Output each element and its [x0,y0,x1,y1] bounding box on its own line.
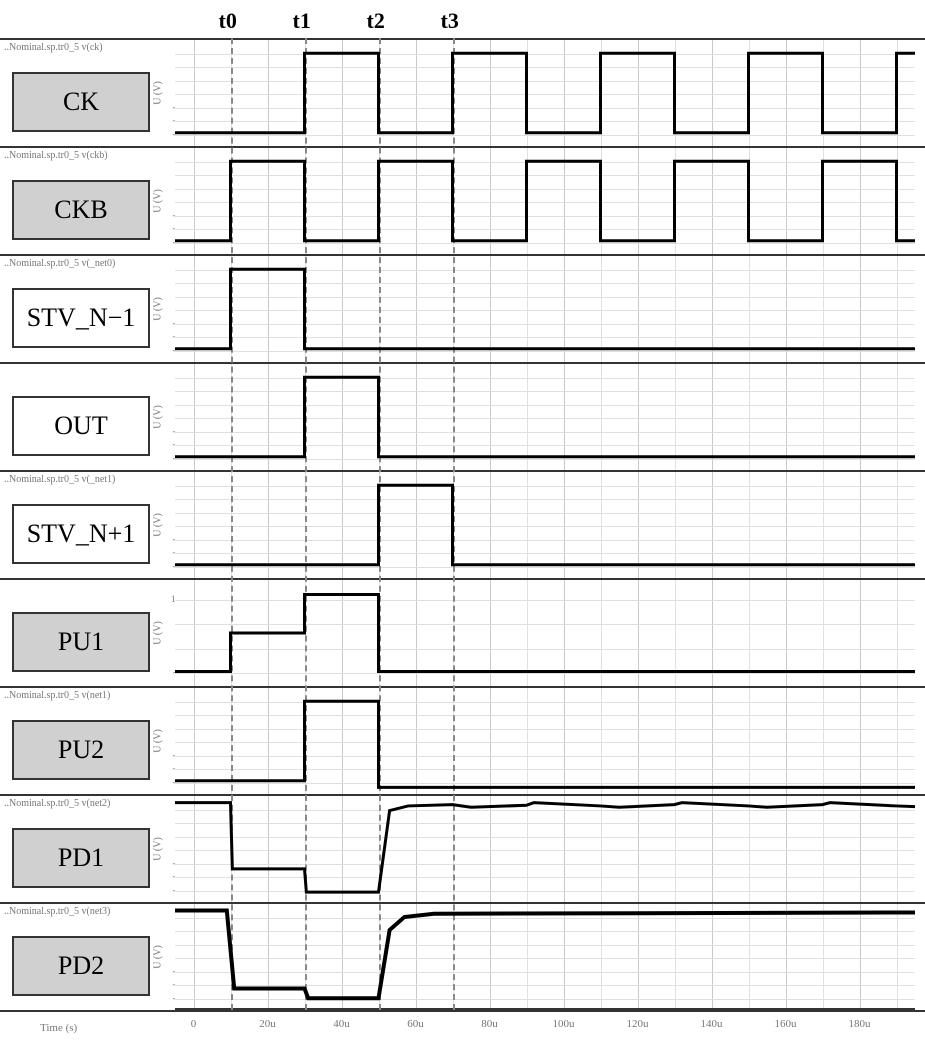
plot-area-pd1 [175,796,915,902]
signal-label-stv_nm1: STV_N−1 [12,288,150,348]
signal-label-pd1: PD1 [12,828,150,888]
panel-ckb: ..Nominal.sp.tr0_5 v(ckb)CKBU (V)-6-4-20… [0,146,925,254]
panel-pu1: PU1U (V)-50510 [0,578,925,686]
signal-label-pu2: PU2 [12,720,150,780]
waveform-pu1 [175,580,915,686]
x-axis-area: Time (s) 0 20u 40u 60u 80u 100u 120u 140u 160u 180… [0,1010,925,1046]
time-markers: t0 t1 t2 t3 [175,0,915,38]
waveform-ck [175,40,915,146]
waveform-pd2 [175,904,915,1008]
x-axis-label: Time (s) [40,1022,77,1034]
waveform-out [175,364,915,470]
signal-label-stv_np1: STV_N+1 [12,504,150,564]
panel-header-pu2: ..Nominal.sp.tr0_5 v(net1) [4,690,110,701]
x-tick: 100u [544,1018,584,1030]
panel-out: OUTU (V)-6-4-20246 [0,362,925,470]
x-tick: 160u [766,1018,806,1030]
panel-header-stv_nm1: ..Nominal.sp.tr0_5 v(_net0) [4,258,115,269]
panel-ck: ..Nominal.sp.tr0_5 v(ck)CKU (V)-6-4-2024… [0,38,925,146]
waveform-pd1 [175,796,915,902]
x-tick: 140u [692,1018,732,1030]
waveform-stv_np1 [175,472,915,578]
plot-area-out [175,364,915,470]
waveform-pu2 [175,688,915,794]
plot-area-pu1 [175,580,915,686]
signal-label-ck: CK [12,72,150,132]
panels-container: ..Nominal.sp.tr0_5 v(ck)CKU (V)-6-4-2024… [0,38,925,1010]
x-tick: 80u [470,1018,510,1030]
x-tick: 180u [840,1018,880,1030]
plot-area-pu2 [175,688,915,794]
signal-label-pd2: PD2 [12,936,150,996]
x-tick: 20u [248,1018,288,1030]
signal-label-out: OUT [12,396,150,456]
panel-stv_np1: ..Nominal.sp.tr0_5 v(_net1)STV_N+1U (V)-… [0,470,925,578]
panel-pu2: ..Nominal.sp.tr0_5 v(net1)PU2U (V)-6-4-2… [0,686,925,794]
plot-area-stv_np1 [175,472,915,578]
waveform-stv_nm1 [175,256,915,362]
x-tick: 120u [618,1018,658,1030]
signal-label-ckb: CKB [12,180,150,240]
panel-header-pd1: ..Nominal.sp.tr0_5 v(net2) [4,798,110,809]
panel-header-pd2: ..Nominal.sp.tr0_5 v(net3) [4,906,110,917]
time-marker-label-t1: t1 [293,8,311,34]
plot-area-pd2 [175,904,915,1010]
panel-stv_nm1: ..Nominal.sp.tr0_5 v(_net0)STV_N−1U (V)-… [0,254,925,362]
signal-label-pu1: PU1 [12,612,150,672]
time-marker-label-t3: t3 [441,8,459,34]
panel-pd2: ..Nominal.sp.tr0_5 v(net3)PD2U (V)-6-4-2… [0,902,925,1010]
time-marker-label-t0: t0 [219,8,237,34]
panel-header-ckb: ..Nominal.sp.tr0_5 v(ckb) [4,150,108,161]
x-tick: 0 [174,1018,214,1030]
panel-header-ck: ..Nominal.sp.tr0_5 v(ck) [4,42,103,53]
plot-area-ck [175,40,915,146]
panel-pd1: ..Nominal.sp.tr0_5 v(net2)PD1U (V)-6-4-2… [0,794,925,902]
x-tick: 60u [396,1018,436,1030]
panel-header-stv_np1: ..Nominal.sp.tr0_5 v(_net1) [4,474,115,485]
plot-area-ckb [175,148,915,254]
waveform-ckb [175,148,915,254]
plot-area-stv_nm1 [175,256,915,362]
time-marker-label-t2: t2 [367,8,385,34]
x-tick: 40u [322,1018,362,1030]
